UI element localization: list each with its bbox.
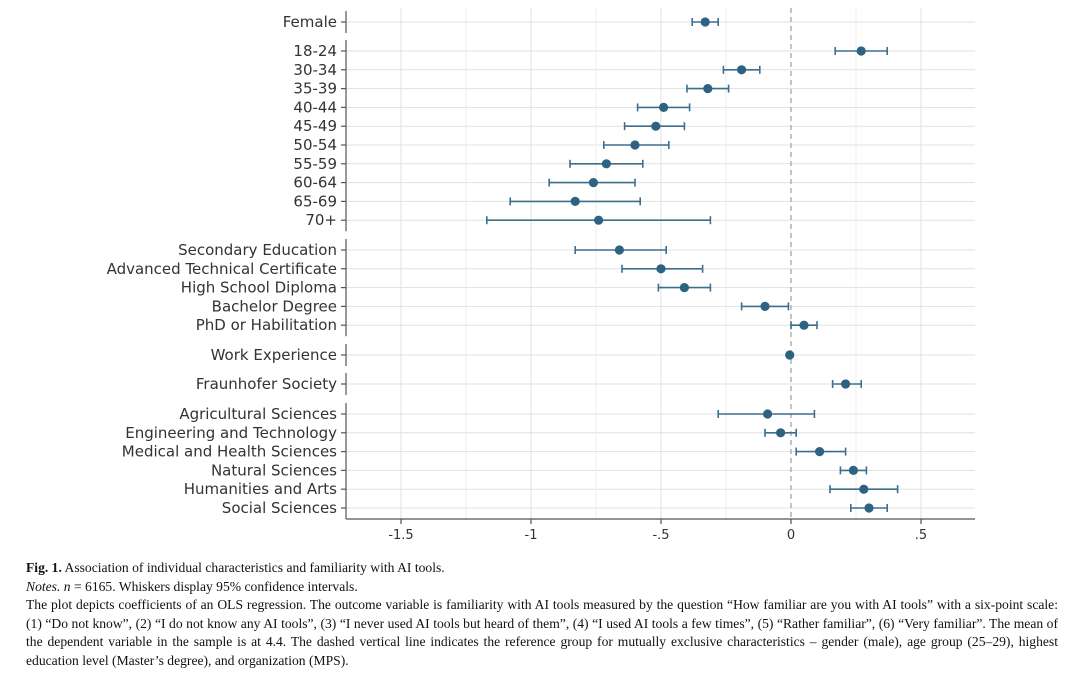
estimate-point	[614, 245, 625, 255]
caption-notes-line: Notes. n = 6165. Whiskers display 95% co…	[26, 578, 1058, 597]
y-tick-label: 50-54	[293, 136, 337, 154]
y-tick-label: Advanced Technical Certificate	[107, 260, 337, 278]
coefficient-plot: Female 18-2430-3435-3940-4445-4950-5455-5…	[107, 8, 975, 543]
y-tick-label: 30-34	[293, 61, 337, 79]
y-tick-label: 65-69	[293, 192, 337, 210]
estimate-point	[815, 447, 825, 457]
estimate-point	[776, 428, 786, 438]
y-tick-label: 35-39	[293, 80, 337, 98]
y-tick-label: Natural Sciences	[211, 461, 337, 479]
estimate-point	[630, 140, 640, 150]
y-tick-label: Female	[283, 13, 337, 31]
y-tick-label: Work Experience	[211, 346, 337, 364]
y-tick-label: 60-64	[293, 174, 337, 192]
estimate-point	[763, 409, 773, 419]
estimate-point	[841, 379, 851, 389]
estimate-point	[588, 178, 599, 188]
estimate-point	[679, 283, 690, 293]
estimate-point	[703, 84, 713, 94]
y-tick-label: 40-44	[293, 98, 337, 116]
x-tick-label: -.5	[652, 528, 669, 543]
y-label-layer: Female 18-2430-3435-3940-4445-4950-5455-5…	[107, 13, 928, 543]
x-tick-label: -1	[525, 528, 538, 543]
estimate-point	[570, 196, 580, 206]
x-tick-label: -1.5	[388, 528, 413, 543]
y-tick-label: Humanities and Arts	[184, 480, 337, 498]
caption-body: The plot depicts coefficients of an OLS …	[26, 597, 1058, 668]
caption-title-line: Fig. 1. Association of individual charac…	[26, 559, 1058, 578]
estimate-point	[656, 264, 666, 274]
x-tick-label: 0	[787, 528, 795, 543]
notes-text: = 6165. Whiskers display 95% confidence …	[70, 578, 358, 594]
axis-layer	[341, 11, 975, 524]
estimate-point	[785, 350, 795, 360]
y-tick-label: 45-49	[293, 117, 337, 135]
estimate-point	[601, 159, 612, 169]
y-tick-label: Fraunhofer Society	[196, 375, 337, 393]
y-tick-label: Social Sciences	[222, 499, 337, 517]
estimate-point	[651, 121, 661, 131]
y-tick-label: 70+	[305, 211, 337, 229]
estimate-point	[737, 65, 747, 75]
figure-caption: Fig. 1. Association of individual charac…	[26, 559, 1058, 671]
marks-layer	[485, 17, 899, 513]
y-tick-label: PhD or Habilitation	[196, 316, 337, 334]
estimate-point	[594, 215, 604, 225]
estimate-point	[700, 17, 710, 27]
estimate-point	[859, 484, 869, 494]
y-tick-label: Secondary Education	[178, 241, 337, 259]
y-tick-label: Engineering and Technology	[125, 424, 337, 442]
estimate-point	[659, 102, 669, 112]
estimate-point	[799, 320, 809, 330]
notes-label: Notes.	[26, 578, 61, 594]
grid-layer	[346, 8, 975, 519]
estimate-point	[856, 46, 866, 56]
figure-title: Association of individual characteristic…	[64, 560, 445, 575]
n-variable: n	[63, 578, 71, 594]
figure-label: Fig. 1.	[26, 560, 62, 575]
estimate-point	[864, 503, 874, 513]
y-tick-label: Bachelor Degree	[212, 297, 337, 315]
y-tick-label: Medical and Health Sciences	[122, 443, 337, 461]
y-tick-label: 18-24	[293, 42, 337, 60]
y-tick-label: High School Diploma	[181, 279, 337, 297]
estimate-point	[760, 301, 770, 311]
x-tick-label: .5	[915, 528, 927, 543]
y-tick-label: 55-59	[293, 155, 337, 173]
estimate-point	[848, 465, 859, 475]
y-tick-label: Agricultural Sciences	[179, 405, 337, 423]
